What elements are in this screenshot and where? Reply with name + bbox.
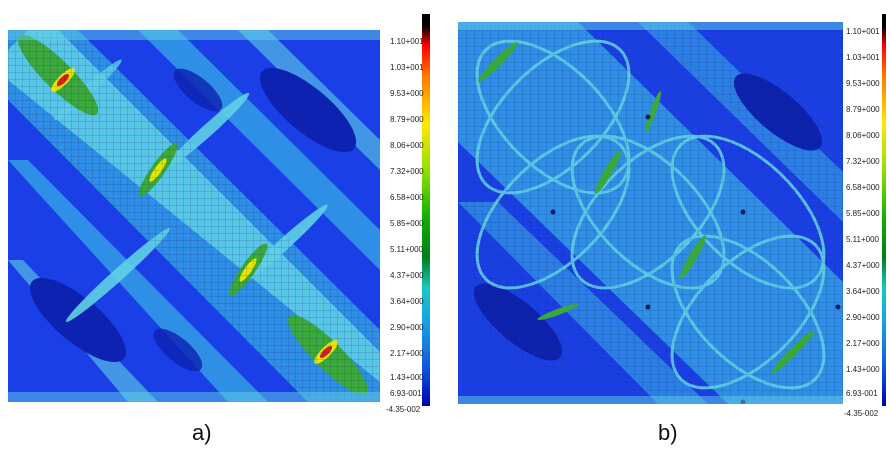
scale-label: 8.79+000 (846, 105, 880, 114)
scale-label: 6.58+000 (846, 183, 880, 192)
scale-label: 1.03+001 (390, 63, 424, 72)
scale-label: 2.90+000 (390, 323, 424, 332)
stress-contour-plot-a (8, 30, 380, 402)
scale-label: 1.43+000 (390, 373, 424, 382)
panel-b: 1.10+001 1.03+001 9.53+000 8.79+000 8.06… (450, 0, 890, 455)
scale-label: 9.53+000 (846, 79, 880, 88)
scale-label: 8.06+000 (390, 141, 424, 150)
scale-label: 6.93-001 (846, 389, 878, 398)
scale-label: 8.79+000 (390, 115, 424, 124)
color-scale-bar (882, 14, 886, 406)
scale-label: 7.32+000 (846, 157, 880, 166)
panel-caption: a) (192, 420, 212, 445)
scale-label: 7.32+000 (390, 167, 424, 176)
scale-label: 5.85+000 (846, 209, 880, 218)
scale-label: 1.10+001 (846, 27, 880, 36)
scale-label: 5.11+000 (390, 245, 423, 254)
scale-label: 2.17+000 (846, 339, 880, 348)
scale-label: 4.37+000 (846, 261, 880, 270)
panel-a: 1.10+001 1.03+001 9.53+000 8.79+000 8.06… (0, 0, 440, 455)
scale-label: 6.93-001 (390, 389, 422, 398)
scale-label: 3.64+000 (390, 297, 424, 306)
color-scale-bar (422, 14, 430, 406)
scale-label: 5.85+000 (390, 219, 424, 228)
scale-label: 2.90+000 (846, 313, 880, 322)
scale-label: 2.17+000 (390, 349, 424, 358)
scale-label: 3.64+000 (846, 287, 880, 296)
scale-label: 6.58+000 (390, 193, 424, 202)
color-scale-b: 1.10+001 1.03+001 9.53+000 8.79+000 8.06… (844, 14, 890, 418)
scale-label: 1.10+001 (390, 37, 424, 46)
panel-caption: b) (658, 420, 678, 445)
scale-label: 4.37+000 (390, 271, 424, 280)
scale-label: 8.06+000 (846, 131, 880, 140)
scale-label: 9.53+000 (390, 89, 424, 98)
scale-label: -4.35-002 (844, 409, 879, 418)
scale-label: 1.03+001 (846, 53, 880, 62)
scale-label: 1.43+000 (846, 365, 880, 374)
stress-contour-plot-b (458, 22, 843, 404)
scale-label: -4.35-002 (386, 405, 421, 414)
scale-label: 5.11+000 (846, 235, 879, 244)
color-scale-a: 1.10+001 1.03+001 9.53+000 8.79+000 8.06… (386, 14, 440, 414)
